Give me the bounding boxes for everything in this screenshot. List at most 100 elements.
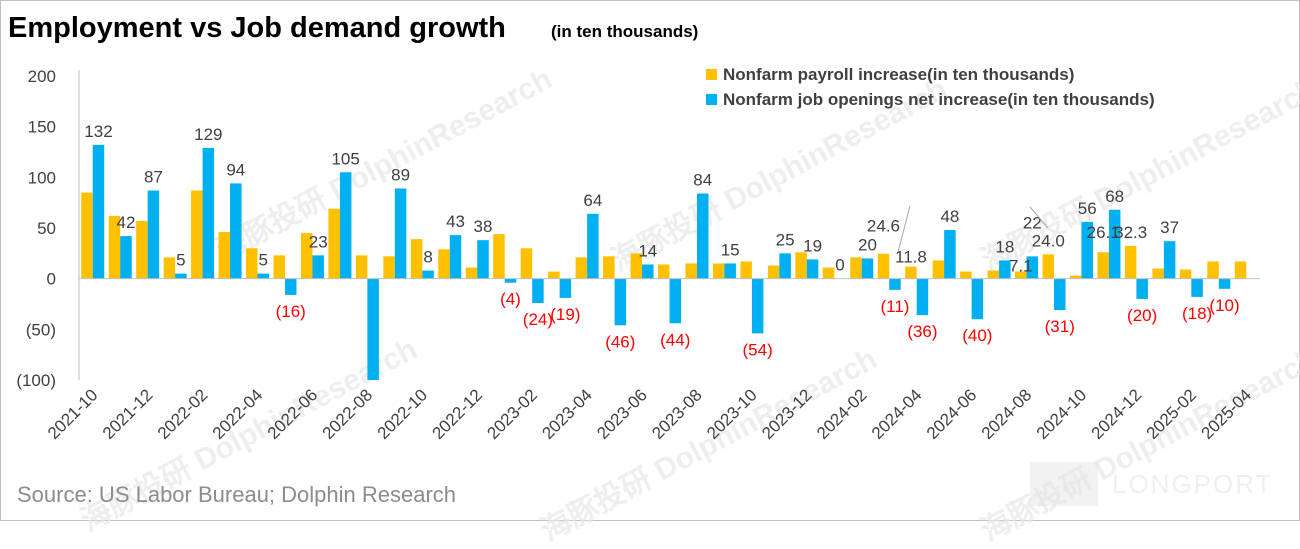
data-label-negative: (44) [660,330,690,349]
x-tick-label: 2025-02 [1143,385,1201,443]
x-tick-label: 2024-06 [923,385,981,443]
legend-swatch-openings [706,94,717,105]
payroll-bar [603,256,615,279]
payroll-bar [905,266,917,279]
data-label: 25 [776,230,795,249]
chart-subtitle: (in ten thousands) [551,22,699,41]
bar-chart: 200150100500(50)(100)2021-102021-122022-… [16,67,1260,443]
legend-swatch-payroll [706,69,717,80]
data-label-negative: (40) [962,326,992,345]
x-tick-label: 2023-10 [703,385,761,443]
openings-bar [587,213,599,279]
data-label: 48 [940,207,959,226]
data-label: 20 [858,235,877,254]
data-label: 14 [638,241,657,260]
openings-bar [339,172,352,279]
longport-logo-mark [1030,462,1098,506]
data-label: 94 [226,160,245,179]
payroll-bar [850,257,862,279]
data-label: 89 [391,165,410,184]
openings-bar [1191,278,1203,297]
x-tick-label: 2023-02 [483,385,541,443]
openings-bar [394,188,407,279]
data-label-negative: (36) [907,322,937,341]
data-label: 43 [446,212,465,231]
data-label: 11.8 [895,248,927,267]
data-label: 56 [1078,199,1097,218]
y-tick-label: 50 [37,219,56,238]
data-label: 24.0 [1032,231,1065,250]
data-label-negative: (11) [880,297,909,316]
data-label: 19 [803,236,822,255]
payroll-bar [520,248,533,279]
openings-bar [999,260,1011,279]
y-tick-label: (50) [26,320,56,339]
openings-bar [861,258,874,279]
payroll-bar [987,270,1000,279]
openings-bar [669,278,681,324]
x-tick-label: 2022-04 [209,385,267,443]
payroll-bar [410,239,423,279]
data-label-negative: (16) [276,302,306,321]
data-label: 5 [176,251,185,270]
legend-label-payroll: Nonfarm payroll increase(in ten thousand… [723,64,1075,84]
openings-bar [779,253,791,279]
openings-bar [147,190,160,279]
data-label-negative: (31) [1045,317,1075,336]
x-tick-label: 2022-08 [319,385,377,443]
x-tick-label: 2023-12 [758,385,816,443]
data-label-negative: (24) [523,310,553,329]
payroll-bar [1015,271,1027,279]
x-tick-label: 2024-02 [813,385,871,443]
payroll-bar [740,261,752,279]
payroll-bar [273,255,285,279]
openings-bar [806,259,819,279]
payroll-bar [81,192,93,279]
legend-item-openings: Nonfarm job openings net increase(in ten… [706,87,1155,112]
x-tick-label: 2024-04 [868,385,926,443]
payroll-bar [658,264,670,279]
payroll-bar [191,190,203,279]
payroll-bar [630,253,643,279]
openings-bar [284,278,297,295]
x-tick-label: 2023-04 [538,385,596,443]
data-label: 7.1 [1009,256,1033,275]
data-label: 38 [474,217,493,236]
payroll-bar [136,220,148,279]
payroll-bar [575,257,588,279]
data-label-negative: (4) [500,290,521,309]
openings-bar [696,193,709,279]
payroll-bar [822,267,835,279]
payroll-bar [1069,275,1082,279]
x-tick-label: 2021-10 [44,385,102,443]
data-label: 132 [84,122,112,141]
x-tick-label: 2023-08 [648,385,706,443]
payroll-bar [1124,245,1137,279]
x-tick-label: 2024-08 [978,385,1036,443]
openings-bar [614,278,627,326]
payroll-bar [1097,252,1109,279]
openings-bar [202,147,215,279]
legend: Nonfarm payroll increase(in ten thousand… [706,62,1155,112]
openings-bar [971,278,984,320]
x-tick-label: 2021-12 [99,385,157,443]
openings-bar [889,278,901,290]
data-label-negative: (10) [1209,296,1239,315]
data-label: 26.1 [1087,223,1120,242]
payroll-bar [1207,261,1219,279]
openings-bar [477,240,489,279]
openings-bar [175,273,187,279]
data-label: 105 [331,149,359,168]
openings-bar [504,278,517,283]
openings-bar [532,278,544,303]
payroll-bar [1179,269,1192,279]
x-tick-label: 2024-12 [1088,385,1146,443]
payroll-bar [465,267,478,279]
y-tick-label: 200 [28,67,56,86]
data-label: 22 [1023,213,1042,232]
x-tick-label: 2024-10 [1033,385,1091,443]
longport-logo-text: LONGPORT [1112,468,1274,499]
payroll-bar [767,265,780,279]
openings-bar [92,144,105,279]
chart-title: Employment vs Job demand growth [8,12,506,44]
